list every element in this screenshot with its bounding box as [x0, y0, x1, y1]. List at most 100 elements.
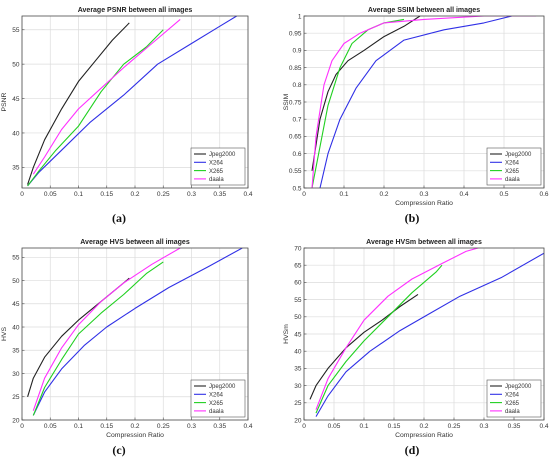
x-tick-label: 0.05: [44, 423, 57, 430]
x-tick-label: 0.1: [74, 191, 83, 198]
legend-entry: X265: [505, 401, 520, 407]
legend-entry: X264: [505, 393, 520, 399]
legend-entry: daala: [209, 177, 224, 183]
series-line-x265: [27, 29, 164, 187]
x-tick-label: 0.05: [328, 423, 341, 430]
x-tick-label: 0.4: [459, 191, 468, 198]
series-group: [27, 16, 237, 187]
y-tick-label: 55: [294, 297, 302, 304]
y-tick-label: 0.75: [289, 99, 302, 106]
x-tick-label: 0.4: [539, 423, 548, 430]
x-axis-label: Compression Ratio: [395, 432, 453, 439]
y-tick-label: 60: [294, 280, 302, 287]
y-tick-label: 70: [294, 245, 302, 252]
x-tick-label: 0.4: [243, 191, 252, 198]
x-tick-label: 0.2: [419, 423, 428, 430]
y-tick-label: 20: [12, 417, 20, 424]
y-tick-label: 0.85: [289, 65, 302, 72]
y-tick-label: 40: [12, 324, 20, 331]
y-axis-label: PSNR: [1, 92, 8, 111]
x-tick-label: 0.35: [213, 191, 226, 198]
y-tick-label: 30: [294, 383, 302, 390]
legend-entry: X264: [209, 161, 224, 167]
legend-entry: X265: [209, 401, 224, 407]
y-tick-label: 45: [12, 96, 20, 103]
y-tick-label: 50: [12, 61, 20, 68]
series-line-x264: [319, 16, 513, 188]
x-tick-label: 0.25: [157, 423, 170, 430]
legend: Jpeg2000 X264 X265 daala: [486, 379, 542, 418]
series-line-jpeg2000: [309, 293, 419, 400]
legend-entry: Jpeg2000: [505, 384, 532, 390]
y-axis-label: HVSm: [283, 324, 290, 344]
legend-entry: X265: [505, 169, 520, 175]
legend-entry: X264: [505, 161, 520, 167]
y-tick-label: 25: [12, 394, 20, 401]
chart-title: Average PSNR between all images: [78, 7, 193, 14]
y-tick-label: 55: [12, 27, 20, 34]
series-line-jpeg2000: [27, 22, 130, 185]
legend: Jpeg2000 X264 X265 daala: [190, 147, 246, 186]
y-axis-label: SSIM: [283, 93, 290, 110]
x-tick-label: 0.1: [339, 191, 348, 198]
series-group: [27, 248, 243, 416]
y-tick-label: 50: [294, 314, 302, 321]
y-tick-label: 55: [12, 255, 20, 262]
y-tick-label: 35: [12, 348, 20, 355]
x-tick-label: 0.35: [508, 423, 521, 430]
series-group: [311, 16, 536, 188]
legend-entry: X265: [209, 169, 224, 175]
panel-caption: (c): [112, 443, 125, 457]
x-tick-label: 0.2: [130, 191, 139, 198]
x-tick-label: 0.25: [448, 423, 461, 430]
legend-entry: daala: [209, 409, 224, 415]
y-tick-label: 0.95: [289, 31, 302, 38]
x-tick-label: 0.3: [187, 191, 196, 198]
y-tick-label: 35: [12, 165, 20, 172]
panel-caption: (a): [112, 211, 126, 225]
x-tick-label: 0.1: [359, 423, 368, 430]
x-tick-label: 0.4: [243, 423, 252, 430]
y-tick-label: 1: [298, 13, 302, 20]
series-line-x265: [315, 264, 443, 414]
x-tick-label: 0.2: [130, 423, 139, 430]
series-line-x264: [315, 252, 544, 417]
y-tick-label: 40: [12, 130, 20, 137]
panel-caption: (d): [405, 443, 420, 457]
chart-title: Average HVSm between all images: [366, 239, 482, 246]
y-tick-label: 40: [294, 349, 302, 356]
legend-entry: daala: [505, 409, 520, 415]
x-tick-label: 0.3: [187, 423, 196, 430]
chart-title: Average SSIM between all images: [368, 7, 480, 14]
y-tick-label: 35: [294, 366, 302, 373]
x-tick-label: 0.1: [74, 423, 83, 430]
series-line-x265: [32, 261, 164, 416]
x-tick-label: 0.5: [499, 191, 508, 198]
legend-entry: Jpeg2000: [209, 384, 236, 390]
y-tick-label: 0.8: [292, 82, 301, 89]
x-tick-label: 0.3: [479, 423, 488, 430]
y-tick-label: 30: [12, 371, 20, 378]
series-group: [309, 248, 544, 417]
series-line-daala: [32, 248, 181, 411]
chart-panel: 0 0.05 0.1 0.15 0.2 0.25 0.3 0.35 0.4 20 25 30 35 40 4…: [1, 239, 253, 457]
x-tick-label: 0.15: [388, 423, 401, 430]
x-axis-label: Compression Ratio: [106, 432, 164, 439]
x-axis-label: Compression Ratio: [395, 200, 453, 207]
series-line-x264: [32, 248, 243, 416]
y-tick-label: 50: [12, 278, 20, 285]
chart-panel: 0 0.05 0.1 0.15 0.2 0.25 0.3 0.35 0.4 20 25 30 35 40 4…: [283, 239, 549, 457]
y-tick-label: 0.9: [292, 48, 301, 55]
x-tick-label: 0.25: [157, 191, 170, 198]
x-tick-label: 0.05: [44, 191, 57, 198]
y-tick-label: 0.6: [292, 151, 301, 158]
legend-entry: X264: [209, 393, 224, 399]
x-tick-label: 0.15: [100, 423, 113, 430]
x-tick-label: 0.15: [100, 191, 113, 198]
x-tick-label: 0.35: [213, 423, 226, 430]
series-line-jpeg2000: [311, 16, 421, 171]
y-tick-label: 20: [294, 417, 302, 424]
y-tick-label: 45: [294, 331, 302, 338]
